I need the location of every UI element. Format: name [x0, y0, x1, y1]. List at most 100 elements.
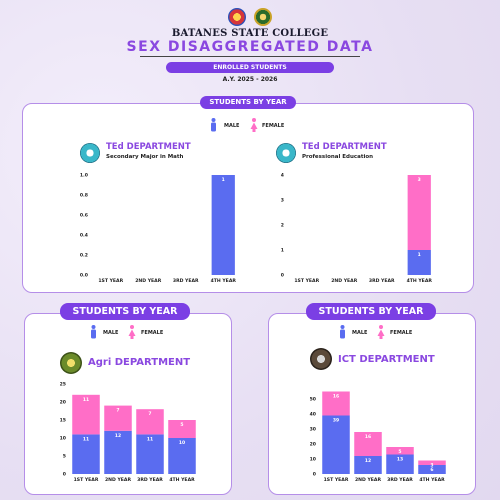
- x-tick-label: 4TH YEAR: [169, 477, 195, 483]
- y-tick-label: 15: [60, 418, 66, 424]
- bar-male: [418, 465, 446, 474]
- bar-female: [168, 420, 196, 438]
- y-tick-label: 30: [310, 427, 316, 433]
- bar-value-label: 39: [333, 418, 339, 424]
- legend-male-label-right: MALE: [352, 330, 368, 336]
- section-pill-left: STUDENTS BY YEAR: [60, 303, 190, 320]
- bar-value-label: 6: [430, 467, 433, 473]
- college-name: BATANES STATE COLLEGE: [171, 28, 329, 39]
- bar-female: [407, 175, 431, 250]
- bar-value-label: 10: [179, 440, 185, 446]
- chart-ted-profed: 0 1 2 3 4 1ST YEAR 2ND YEAR 3RD YEAR 1 3 4TH YEAR: [281, 173, 433, 284]
- bar-male: [168, 438, 196, 474]
- y-tick-label: 0: [281, 273, 284, 279]
- x-tick-label: 4TH YEAR: [407, 278, 433, 284]
- bar-value-label: 16: [365, 434, 371, 440]
- x-tick-label: 4TH YEAR: [419, 477, 445, 483]
- y-tick-label: 40: [310, 412, 316, 418]
- bar-value-label: 5: [180, 422, 183, 428]
- bar-value-label: 3: [418, 177, 421, 183]
- female-icon: [377, 325, 385, 339]
- x-tick-label: 4TH YEAR: [211, 278, 237, 284]
- bar-female: [386, 447, 414, 455]
- bar-male: [386, 454, 414, 474]
- section-pill-right: STUDENTS BY YEAR: [306, 303, 436, 320]
- x-tick-label: 1ST YEAR: [294, 278, 319, 284]
- bar-value-label: 11: [83, 397, 89, 403]
- x-tick-label: 3RD YEAR: [387, 477, 413, 483]
- y-tick-label: 2: [281, 223, 284, 229]
- bar-value-label: 7: [148, 411, 151, 417]
- male-icon: [211, 118, 216, 132]
- section-pill-top: STUDENTS BY YEAR: [200, 96, 296, 109]
- chart2-subtitle: Professional Education: [302, 154, 374, 160]
- batanes-state-college-seal: [254, 8, 272, 26]
- bar-value-label: 11: [147, 436, 153, 442]
- bar-male: [136, 434, 164, 474]
- bar-male: [354, 456, 382, 474]
- x-tick-label: 2ND YEAR: [331, 278, 357, 284]
- bar-female: [322, 391, 350, 416]
- y-tick-label: 0: [63, 472, 66, 478]
- x-tick-label: 1ST YEAR: [74, 477, 99, 483]
- male-icon: [340, 325, 345, 339]
- bar-female: [418, 460, 446, 465]
- chart-agri: 0 5 10 15 20 25 11 11 1ST YEAR 12 7 2ND YEAR 11 7 3RD …: [60, 382, 196, 483]
- x-tick-label: 2ND YEAR: [105, 477, 131, 483]
- bar-male: [211, 175, 235, 275]
- chart1-title: TEd DEPARTMENT: [106, 142, 191, 152]
- female-icon: [250, 118, 258, 132]
- bar-value-label: 13: [397, 457, 403, 463]
- chart-ted-math: 0.0 0.2 0.4 0.6 0.8 1.0 1ST YEAR 2ND YEAR 3RD YE…: [80, 173, 237, 284]
- agri-department-logo: [60, 352, 82, 374]
- y-tick-label: 0.2: [80, 253, 88, 259]
- y-tick-label: 0.8: [80, 193, 88, 199]
- chart-ict: 0 10 20 30 40 50 39 16 1ST YEAR 12 16 2ND YEAR 13 5 3R…: [310, 391, 446, 483]
- y-tick-label: 4: [281, 173, 284, 179]
- x-tick-label: 3RD YEAR: [137, 477, 163, 483]
- y-tick-label: 1.0: [80, 173, 88, 179]
- x-tick-label: 2ND YEAR: [355, 477, 381, 483]
- y-tick-label: 1: [281, 248, 284, 254]
- bar-female: [136, 409, 164, 435]
- bar-value-label: 5: [398, 449, 401, 455]
- bagong-pilipinas-logo: [228, 8, 246, 26]
- bar-value-label: 3: [430, 463, 433, 469]
- academic-year: A.Y. 2025 - 2026: [222, 76, 278, 83]
- bar-value-label: 12: [115, 433, 121, 439]
- chart3-title: Agri DEPARTMENT: [88, 357, 191, 368]
- bar-male: [407, 250, 431, 275]
- bar-value-label: 16: [333, 394, 339, 400]
- bar-value-label: 1: [418, 252, 421, 258]
- x-tick-label: 1ST YEAR: [324, 477, 349, 483]
- y-tick-label: 0: [313, 472, 316, 478]
- enrolled-students-pill: ENROLLED STUDENTS: [166, 62, 334, 73]
- legend-female-label: FEMALE: [262, 123, 285, 129]
- bar-female: [72, 394, 100, 435]
- legend-male-label: MALE: [224, 123, 240, 129]
- y-tick-label: 10: [310, 457, 316, 463]
- y-tick-label: 5: [63, 454, 66, 460]
- female-icon: [128, 325, 136, 339]
- ict-department-logo: [310, 348, 332, 370]
- bar-value-label: 12: [365, 458, 371, 464]
- title-divider: [140, 56, 360, 57]
- legend-female-label-right: FEMALE: [390, 330, 413, 336]
- y-tick-label: 10: [60, 436, 66, 442]
- bar-male: [104, 430, 132, 474]
- x-tick-label: 2ND YEAR: [135, 278, 161, 284]
- y-tick-label: 25: [60, 382, 66, 388]
- x-tick-label: 3RD YEAR: [173, 278, 199, 284]
- x-tick-label: 3RD YEAR: [369, 278, 395, 284]
- bar-value-label: 7: [116, 408, 119, 414]
- top-card: [22, 103, 474, 293]
- chart4-title: ICT DEPARTMENT: [338, 354, 435, 365]
- legend-male-label-left: MALE: [103, 330, 119, 336]
- y-tick-label: 0.6: [80, 213, 88, 219]
- y-tick-label: 20: [310, 442, 316, 448]
- bar-male: [322, 415, 350, 474]
- bar-female: [104, 405, 132, 431]
- y-tick-label: 0.0: [80, 273, 88, 279]
- chart1-subtitle: Secondary Major in Math: [106, 154, 184, 160]
- y-tick-label: 20: [60, 400, 66, 406]
